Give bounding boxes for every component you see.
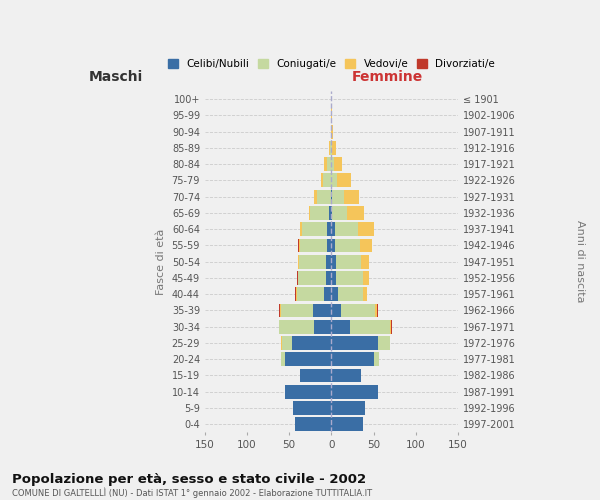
Bar — [298, 238, 299, 252]
Bar — [331, 255, 335, 268]
Bar — [331, 352, 374, 366]
Bar — [335, 255, 361, 268]
Bar — [331, 271, 335, 285]
Bar — [331, 238, 335, 252]
Bar — [327, 238, 331, 252]
Bar — [296, 288, 297, 301]
Bar — [302, 222, 327, 236]
Bar — [360, 238, 372, 252]
Bar — [298, 255, 299, 268]
Bar — [297, 271, 298, 285]
Bar — [326, 271, 331, 285]
Bar — [331, 124, 333, 138]
Bar — [314, 320, 331, 334]
Bar — [338, 288, 364, 301]
Bar — [313, 304, 331, 318]
Bar — [323, 174, 331, 188]
Bar — [279, 304, 280, 318]
Bar — [300, 368, 331, 382]
Bar — [377, 304, 378, 318]
Bar — [331, 418, 364, 431]
Bar — [331, 222, 335, 236]
Bar — [331, 304, 341, 318]
Bar — [361, 255, 369, 268]
Bar — [341, 304, 375, 318]
Bar — [329, 206, 331, 220]
Bar — [331, 336, 378, 350]
Bar — [332, 190, 344, 203]
Bar — [321, 174, 323, 188]
Bar — [280, 304, 281, 318]
Bar — [300, 238, 327, 252]
Bar — [327, 157, 331, 171]
Bar — [324, 288, 331, 301]
Bar — [331, 174, 337, 188]
Bar — [295, 288, 296, 301]
Bar — [344, 190, 359, 203]
Bar — [281, 304, 313, 318]
Bar — [331, 108, 332, 122]
Bar — [364, 288, 367, 301]
Bar — [329, 141, 331, 155]
Bar — [375, 304, 377, 318]
Bar — [281, 352, 285, 366]
Bar — [279, 320, 314, 334]
Bar — [332, 206, 347, 220]
Bar — [335, 222, 358, 236]
Text: Maschi: Maschi — [89, 70, 143, 84]
Bar — [317, 190, 331, 203]
Text: COMUNE DI GALTELLLÌ (NU) - Dati ISTAT 1° gennaio 2002 - Elaborazione TUTTITALIA.: COMUNE DI GALTELLLÌ (NU) - Dati ISTAT 1°… — [12, 488, 372, 498]
Bar — [347, 206, 364, 220]
Bar — [332, 141, 337, 155]
Bar — [281, 336, 292, 350]
Bar — [331, 320, 350, 334]
Text: Femmine: Femmine — [352, 70, 422, 84]
Bar — [299, 255, 326, 268]
Y-axis label: Anni di nascita: Anni di nascita — [575, 220, 585, 303]
Bar — [331, 401, 365, 415]
Bar — [300, 222, 302, 236]
Bar — [391, 320, 392, 334]
Bar — [298, 271, 326, 285]
Legend: Celibi/Nubili, Coniugati/e, Vedovi/e, Divorziati/e: Celibi/Nubili, Coniugati/e, Vedovi/e, Di… — [163, 55, 499, 74]
Bar — [314, 190, 317, 203]
Bar — [310, 206, 329, 220]
Bar — [358, 222, 374, 236]
Bar — [334, 157, 343, 171]
Bar — [308, 206, 310, 220]
Bar — [378, 336, 389, 350]
Bar — [335, 238, 360, 252]
Bar — [362, 271, 369, 285]
Bar — [331, 288, 338, 301]
Bar — [326, 255, 331, 268]
Bar — [331, 385, 378, 398]
Bar — [293, 401, 331, 415]
Bar — [331, 190, 332, 203]
Bar — [292, 336, 331, 350]
Bar — [324, 157, 327, 171]
Bar — [331, 157, 334, 171]
Bar — [350, 320, 391, 334]
Bar — [331, 206, 332, 220]
Bar — [297, 288, 324, 301]
Bar — [335, 271, 362, 285]
Bar — [331, 368, 361, 382]
Bar — [285, 385, 331, 398]
Bar — [374, 352, 379, 366]
Bar — [337, 174, 351, 188]
Bar — [327, 222, 331, 236]
Text: Popolazione per età, sesso e stato civile - 2002: Popolazione per età, sesso e stato civil… — [12, 472, 366, 486]
Bar — [331, 141, 332, 155]
Bar — [295, 418, 331, 431]
Bar — [299, 238, 300, 252]
Bar — [285, 352, 331, 366]
Y-axis label: Fasce di età: Fasce di età — [156, 228, 166, 295]
